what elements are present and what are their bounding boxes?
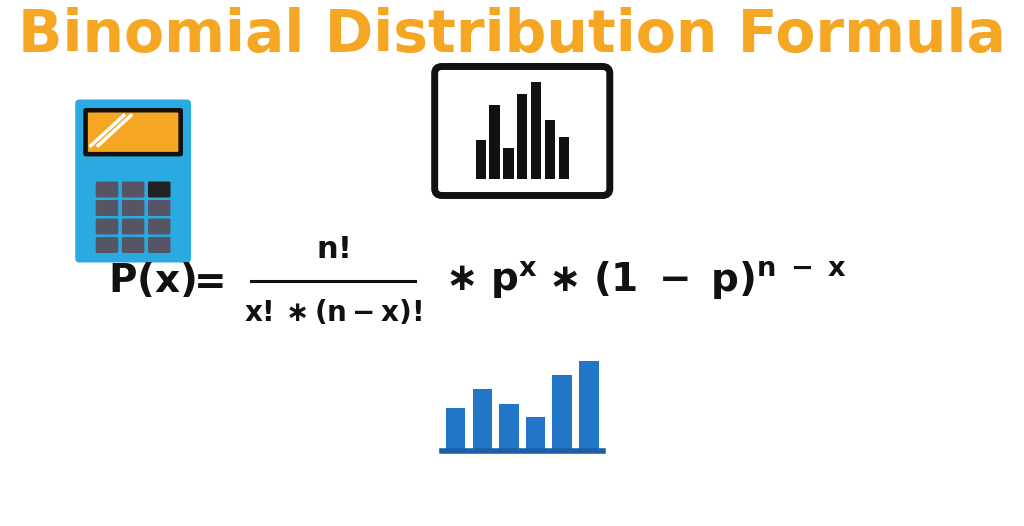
FancyBboxPatch shape	[96, 200, 119, 216]
Text: $\bf{P(x)}$: $\bf{P(x)}$	[108, 261, 196, 300]
FancyBboxPatch shape	[122, 218, 144, 235]
FancyBboxPatch shape	[148, 237, 170, 253]
Bar	[559, 137, 569, 179]
FancyBboxPatch shape	[435, 66, 610, 196]
Text: $\mathbf{x! \ast (n - x)!}$: $\mathbf{x! \ast (n - x)!}$	[244, 298, 422, 328]
FancyBboxPatch shape	[83, 108, 183, 156]
Bar	[489, 105, 500, 179]
FancyBboxPatch shape	[76, 99, 191, 262]
Bar	[503, 148, 513, 179]
Bar	[530, 83, 541, 179]
FancyBboxPatch shape	[122, 181, 144, 197]
Bar	[472, 389, 492, 451]
FancyBboxPatch shape	[122, 237, 144, 253]
FancyBboxPatch shape	[96, 181, 119, 197]
Text: $\mathbf{\ast\ p^x}$: $\mathbf{\ast\ p^x}$	[445, 260, 538, 302]
Text: Binomial Distribution Formula: Binomial Distribution Formula	[18, 7, 1006, 65]
FancyBboxPatch shape	[148, 181, 170, 197]
Bar	[475, 139, 485, 179]
Text: $\mathbf{\ast\ (1\ -\ p)^{n\ -\ x}}$: $\mathbf{\ast\ (1\ -\ p)^{n\ -\ x}}$	[548, 260, 847, 302]
Bar	[517, 94, 527, 179]
FancyBboxPatch shape	[122, 200, 144, 216]
Bar	[580, 361, 598, 451]
FancyBboxPatch shape	[148, 200, 170, 216]
Bar	[545, 119, 555, 179]
FancyBboxPatch shape	[88, 113, 178, 152]
FancyBboxPatch shape	[148, 218, 170, 235]
Bar	[526, 417, 545, 451]
FancyBboxPatch shape	[96, 237, 119, 253]
Bar	[553, 375, 571, 451]
Text: $\mathbf{n!}$: $\mathbf{n!}$	[316, 236, 349, 265]
Text: $\bf{=}$: $\bf{=}$	[185, 262, 224, 300]
FancyBboxPatch shape	[96, 218, 119, 235]
Bar	[446, 408, 465, 451]
Bar	[500, 404, 519, 451]
